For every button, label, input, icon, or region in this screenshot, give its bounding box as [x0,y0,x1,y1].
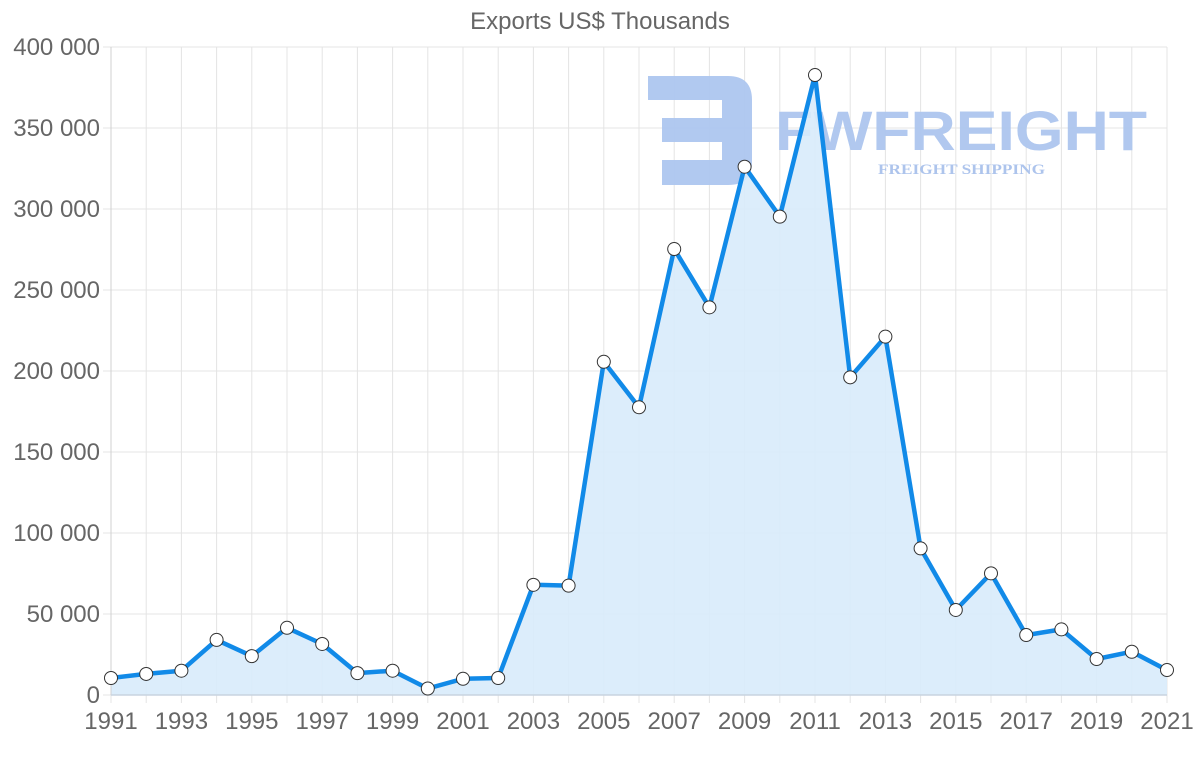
data-point[interactable] [1124,644,1139,659]
y-tick-label: 100 000 [13,520,100,547]
data-point[interactable] [632,400,646,415]
x-tick-label: 2013 [859,708,912,735]
x-tick-label: 2011 [789,708,841,735]
x-tick-label: 2003 [507,708,560,735]
x-tick-label: 2007 [648,708,701,735]
data-point[interactable] [456,671,470,686]
data-point[interactable] [667,242,682,257]
y-tick-label: 400 000 [13,34,100,61]
data-point[interactable] [104,670,118,685]
y-axis-labels: 0 50 000 100 000 150 000 200 000 250 000 300 0… [13,34,100,709]
watermark-brand: FWFREIGHT [775,99,1147,162]
y-tick-label: 200 000 [13,358,100,385]
watermark-logo: FWFREIGHT FREIGHT SHIPPING [648,76,1147,185]
data-point[interactable] [596,354,611,369]
x-tick-label: 2015 [929,708,982,735]
chart-title: Exports US$ Thousands [470,8,730,35]
data-point[interactable] [209,632,224,647]
data-point[interactable] [878,329,893,344]
x-tick-label: 1995 [225,708,278,735]
data-point[interactable] [948,602,963,617]
x-tick-label: 2009 [718,708,771,735]
logo-mark-icon [648,76,752,185]
y-tick-label: 0 [87,682,100,709]
x-tick-label: 1991 [84,708,137,735]
data-point[interactable] [561,578,576,593]
y-tick-label: 250 000 [13,277,100,304]
watermark-tagline: FREIGHT SHIPPING [878,162,1045,178]
data-point[interactable] [913,541,928,556]
data-point[interactable] [174,663,189,678]
x-tick-label: 2017 [1000,708,1053,735]
data-point[interactable] [315,636,330,651]
data-point[interactable] [280,620,294,635]
data-point[interactable] [843,370,858,385]
area-fill [111,75,1167,695]
x-tick-label: 2001 [436,708,489,735]
x-tick-label: 1997 [296,708,349,735]
data-points [104,68,1174,696]
data-point[interactable] [420,681,435,696]
data-point[interactable] [350,666,365,681]
data-point[interactable] [1054,622,1069,637]
x-tick-label: 2021 [1140,708,1193,735]
data-point[interactable] [702,300,717,315]
data-point[interactable] [491,670,506,685]
data-point[interactable] [808,68,822,83]
data-point[interactable] [526,577,541,592]
data-point[interactable] [1089,652,1104,667]
y-tick-label: 350 000 [13,115,100,142]
data-point[interactable] [1160,663,1174,678]
x-tick-label: 1999 [366,708,419,735]
data-point[interactable] [139,666,154,681]
x-axis-labels: 1991 1993 1995 1997 1999 2001 2003 2005 2007 2009… [84,708,1193,735]
data-point[interactable] [385,663,400,678]
x-tick-label: 2019 [1070,708,1123,735]
axes [110,47,1167,696]
y-tick-label: 150 000 [13,439,100,466]
x-tick-label: 1993 [155,708,208,735]
y-tick-label: 300 000 [13,196,100,223]
data-point[interactable] [244,649,259,664]
y-tick-label: 50 000 [27,601,100,628]
data-point[interactable] [1019,628,1034,643]
x-tick-label: 2005 [577,708,630,735]
data-point[interactable] [984,566,998,581]
data-point[interactable] [772,209,787,224]
data-point[interactable] [737,159,752,174]
